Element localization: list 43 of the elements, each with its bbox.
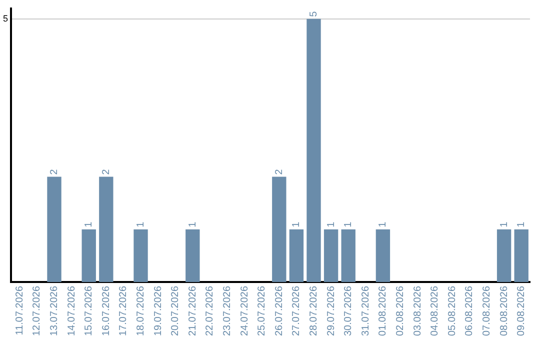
x-tick-label: 13.07.2026 [49, 286, 60, 336]
x-tick-label: 25.07.2026 [256, 286, 268, 336]
x-tick-label: 04.08.2026 [430, 286, 441, 336]
x-tick-label: 14.07.2026 [66, 286, 78, 336]
x-tick-label: 23.07.2026 [222, 286, 234, 336]
data-label: 1 [516, 221, 528, 228]
data-label: 5 [308, 10, 320, 17]
data-label: 1 [498, 221, 510, 228]
data-label: 1 [378, 221, 389, 228]
x-tick-label: 15.07.2026 [84, 286, 95, 336]
x-tick-label: 02.08.2026 [395, 286, 406, 336]
x-tick-label: 21.07.2026 [187, 286, 198, 336]
x-tick-label: 16.07.2026 [100, 286, 112, 336]
x-tick-label: 18.07.2026 [136, 286, 147, 336]
data-label: 1 [187, 221, 198, 228]
data-label: 1 [291, 221, 302, 228]
x-tick-label: 27.07.2026 [291, 286, 302, 336]
x-tick-label: 20.07.2026 [170, 286, 182, 336]
x-tick-label: 28.07.2026 [308, 286, 320, 336]
x-tick-label: 01.08.2026 [378, 286, 389, 336]
data-label: 1 [326, 221, 337, 228]
x-tick-label: 17.07.2026 [118, 286, 130, 336]
x-tick-label: 24.07.2026 [239, 286, 250, 336]
data-label: 2 [49, 168, 60, 175]
x-tick-label: 07.08.2026 [482, 286, 492, 336]
x-tick-label: 22.07.2026 [204, 286, 216, 336]
data-label: 1 [136, 221, 147, 228]
x-tick-label: 06.08.2026 [464, 286, 476, 336]
data-label: 1 [343, 221, 354, 228]
x-tick-label: 12.07.2026 [32, 286, 43, 336]
x-tick-label: 29.07.2026 [326, 286, 337, 336]
x-tick-label: 30.07.2026 [343, 286, 354, 336]
data-label: 2 [274, 168, 285, 175]
x-tick-label: 03.08.2026 [412, 286, 424, 336]
x-tick-label: 26.07.2026 [274, 286, 285, 336]
data-label: 1 [84, 221, 95, 228]
x-tick-label: 31.07.2026 [360, 286, 372, 336]
x-tick-label: 08.08.2026 [498, 286, 510, 336]
data-label: 2 [100, 168, 112, 175]
x-tick-label: 05.08.2026 [446, 286, 458, 336]
x-tick-label: 19.07.2026 [152, 286, 164, 336]
x-tick-label: 11.07.2026 [14, 286, 26, 336]
x-tick-label: 09.08.2026 [516, 286, 528, 336]
